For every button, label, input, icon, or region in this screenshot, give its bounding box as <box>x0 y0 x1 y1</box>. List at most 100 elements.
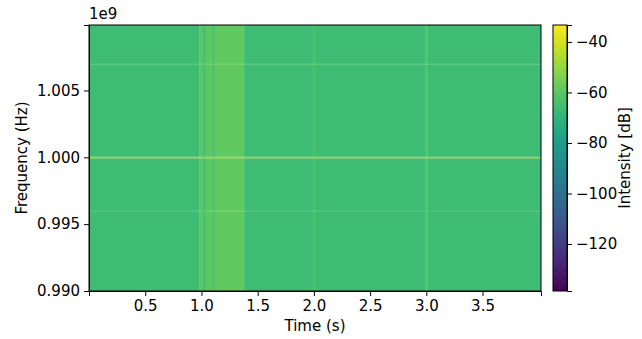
y-tick-label: 1.005 <box>37 82 80 100</box>
heatmap-cell <box>313 25 316 63</box>
colorbar-tick-label: −60 <box>576 84 608 102</box>
cells <box>89 25 541 291</box>
colorbar <box>553 25 567 291</box>
heatmap-cell <box>89 25 199 63</box>
colorbar-tick-mark <box>567 244 572 245</box>
heatmap-cell <box>244 156 313 158</box>
colorbar-axis-line <box>568 26 573 292</box>
heatmap-cell <box>213 211 216 291</box>
x-tick-mark <box>145 291 146 296</box>
y-tick-mark <box>84 291 89 292</box>
heatmap-cell <box>199 64 202 156</box>
heatmap-cell <box>89 158 199 210</box>
colorbar-tick-label: −120 <box>576 235 617 253</box>
y-tick-label: 0.995 <box>37 215 80 233</box>
heatmap-cell <box>315 25 425 63</box>
heatmap-cell <box>244 25 313 63</box>
x-tick-mark <box>201 291 202 296</box>
heatmap-cell <box>215 158 245 210</box>
x-tick-label: 2.0 <box>302 297 326 315</box>
x-tick-label: 1.5 <box>246 297 270 315</box>
x-tick-label: 1.0 <box>190 297 214 315</box>
y-tick-mark <box>84 90 89 91</box>
heatmap-cell <box>199 156 202 158</box>
x-tick-mark <box>370 291 371 296</box>
heatmap-cell <box>427 156 541 158</box>
x-tick-mark <box>483 291 484 296</box>
heatmap-cell <box>425 156 428 158</box>
heatmap-cell <box>199 158 202 210</box>
y-tick: 1.000 <box>37 149 89 167</box>
colorbar-tick-label: −100 <box>576 185 617 203</box>
colorbar-tick-mark <box>567 42 572 43</box>
x-tick-mark <box>314 291 315 296</box>
colorbar-tick-mark <box>567 143 572 144</box>
heatmap-cell <box>206 156 213 158</box>
heatmap-cell <box>313 211 316 291</box>
x-tick-label: 3.5 <box>471 297 495 315</box>
x-tick: 2.0 <box>302 291 326 315</box>
heatmap-cell <box>315 156 425 158</box>
heatmap-cell <box>201 158 206 210</box>
x-tick-label: 0.5 <box>134 297 158 315</box>
plot-frame <box>89 25 541 291</box>
heatmap-cell <box>427 25 541 63</box>
y-axis: 0.990 0.995 1.000 1.005 <box>37 26 89 301</box>
y-tick: 1.005 <box>37 82 89 100</box>
x-tick-mark <box>426 291 427 296</box>
y-offset-label: 1e9 <box>89 5 117 23</box>
y-tick-label: 1.000 <box>37 149 80 167</box>
heatmap-cell <box>213 158 216 210</box>
heatmap-cell <box>213 64 216 156</box>
heatmap-cell <box>201 211 206 291</box>
heatmap-cell <box>215 156 245 158</box>
heatmap-cell <box>201 156 206 158</box>
colorbar-tick-mark <box>567 92 572 93</box>
heatmap-cell <box>201 25 206 63</box>
heatmap-cell <box>215 64 245 156</box>
heatmap-cell <box>213 25 216 63</box>
x-tick-mark <box>258 291 259 296</box>
colorbar-tick: −100 <box>567 185 617 203</box>
heatmap-cell <box>315 158 425 210</box>
heatmap-cell <box>313 158 316 210</box>
x-tick-label: 3.0 <box>415 297 439 315</box>
colorbar-title: Intensity [dB] <box>616 107 634 209</box>
x-tick: 2.5 <box>359 291 383 315</box>
heatmap-cell <box>206 158 213 210</box>
heatmap-cell <box>425 64 428 156</box>
heatmap-cell <box>244 211 313 291</box>
heatmap-cell <box>89 156 199 158</box>
heatmap-cell <box>206 64 213 156</box>
heatmap-cell <box>313 64 316 156</box>
heatmap-cell <box>425 25 428 63</box>
heatmap-cell <box>313 156 316 158</box>
colorbar-tick: −40 <box>567 33 608 51</box>
heatmap-cell <box>89 64 199 156</box>
heatmap-cell <box>244 158 313 210</box>
heatmap-cell <box>206 211 213 291</box>
heatmap-cell <box>425 158 428 210</box>
heatmap-cell <box>427 64 541 156</box>
heatmap-cell <box>315 64 425 156</box>
y-tick-mark <box>84 224 89 225</box>
colorbar-tick: −120 <box>567 235 617 253</box>
y-tick-label: 0.990 <box>37 282 80 300</box>
heatmap-cell <box>427 158 541 210</box>
y-tick-mark <box>84 157 89 158</box>
heatmap-cell <box>206 25 213 63</box>
heatmap-cell <box>315 211 425 291</box>
colorbar-tick: −60 <box>567 84 608 102</box>
heatmap-cell <box>244 64 313 156</box>
heatmap-cell <box>201 64 206 156</box>
heatmap-cell <box>199 25 202 63</box>
heatmap-cell <box>215 211 245 291</box>
colorbar-tick-label: −80 <box>576 134 608 152</box>
y-tick: 0.995 <box>37 215 89 233</box>
heatmap-cell <box>427 211 541 291</box>
chart: 0.5 1.0 1.5 2.0 2.5 3.0 3.5 0.990 0.995 1.000 1.00… <box>0 0 642 339</box>
x-tick: 0.5 <box>134 291 158 315</box>
heatmap-cell <box>89 211 199 291</box>
colorbar-tick: −80 <box>567 134 608 152</box>
x-tick: 1.5 <box>246 291 270 315</box>
